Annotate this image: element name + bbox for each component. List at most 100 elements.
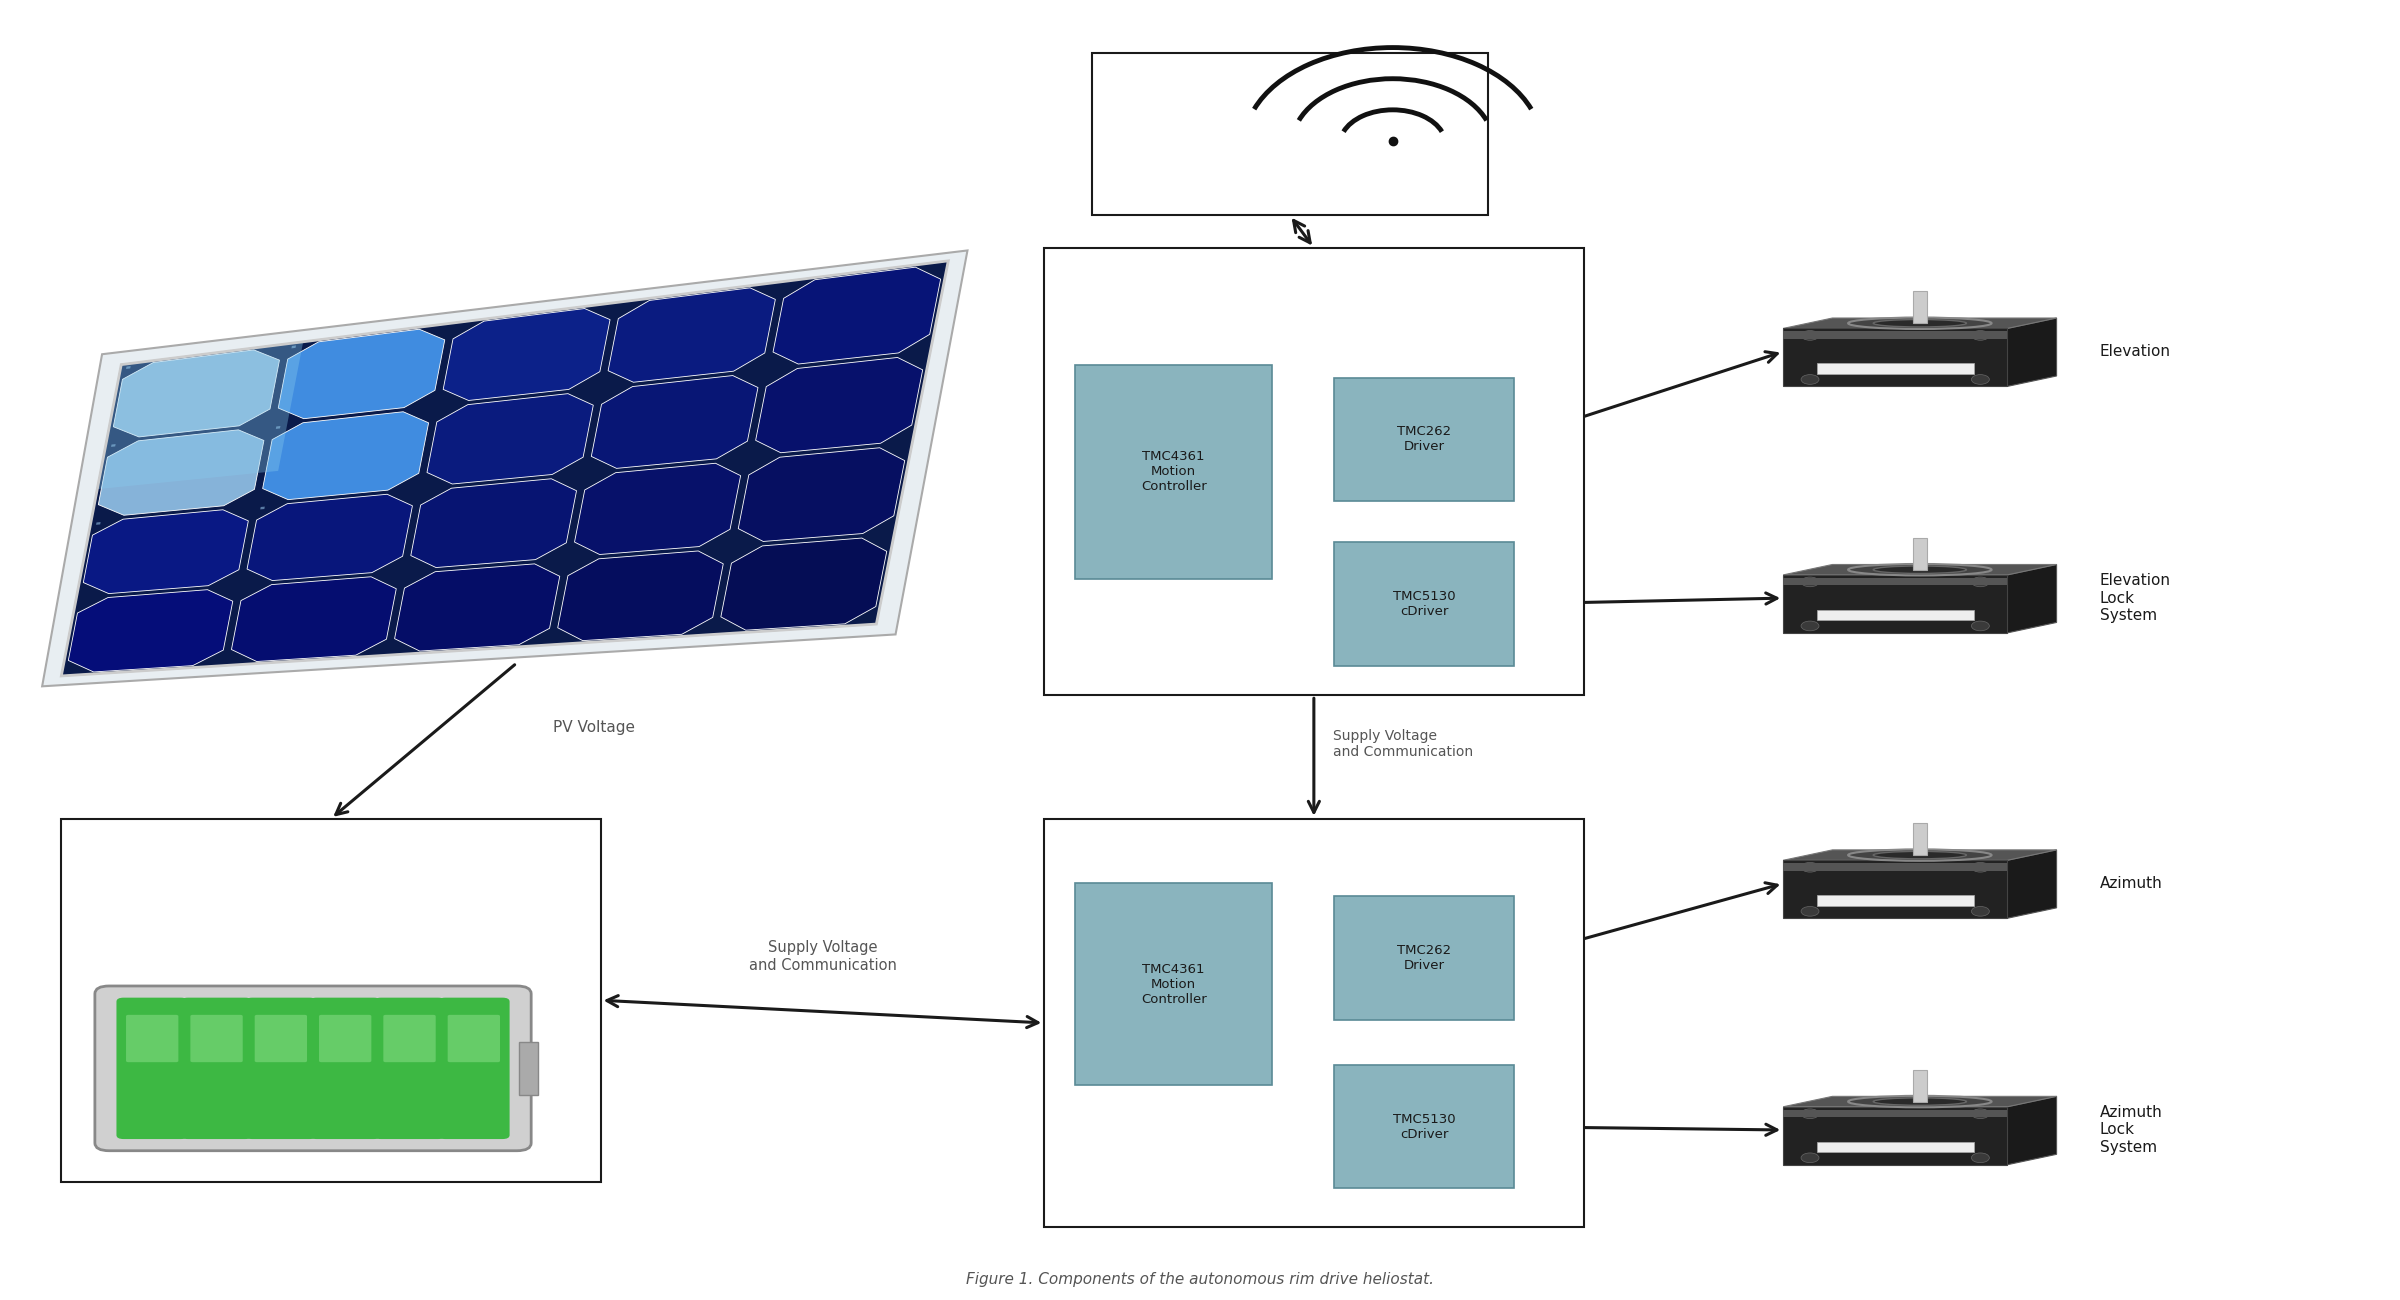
Circle shape — [1800, 1109, 1819, 1118]
Circle shape — [1800, 862, 1819, 872]
Text: TMC4361
Motion
Controller: TMC4361 Motion Controller — [1140, 450, 1207, 493]
Bar — [1334, 1065, 1514, 1188]
Bar — [1044, 819, 1584, 1227]
Bar — [1817, 896, 1973, 906]
Polygon shape — [127, 367, 130, 369]
Bar — [1913, 1070, 1927, 1101]
Polygon shape — [1783, 564, 2057, 575]
Circle shape — [1970, 330, 1990, 341]
Polygon shape — [98, 430, 264, 515]
Polygon shape — [98, 342, 302, 489]
Text: Slave Drive: Slave Drive — [1058, 829, 1138, 842]
FancyBboxPatch shape — [180, 997, 252, 1139]
Bar — [1913, 538, 1927, 569]
Polygon shape — [62, 261, 948, 676]
Bar — [1817, 1141, 1973, 1152]
Polygon shape — [67, 590, 233, 672]
FancyBboxPatch shape — [118, 997, 187, 1139]
Bar — [1817, 610, 1973, 620]
Polygon shape — [1783, 850, 2057, 861]
FancyBboxPatch shape — [319, 1015, 372, 1062]
Polygon shape — [290, 346, 295, 348]
Text: EBMU
(Battery Management): EBMU (Battery Management) — [82, 832, 254, 864]
Ellipse shape — [1848, 849, 1992, 861]
Polygon shape — [557, 551, 722, 641]
Polygon shape — [113, 350, 278, 437]
Circle shape — [1800, 374, 1819, 385]
Bar — [1783, 332, 2006, 339]
Polygon shape — [427, 394, 593, 484]
Circle shape — [1970, 374, 1990, 385]
Polygon shape — [276, 426, 281, 429]
FancyBboxPatch shape — [96, 985, 530, 1150]
Polygon shape — [247, 494, 413, 581]
Polygon shape — [1783, 318, 2057, 329]
FancyBboxPatch shape — [374, 997, 446, 1139]
Bar — [1913, 823, 1927, 855]
FancyBboxPatch shape — [310, 997, 382, 1139]
Bar — [1817, 363, 1973, 373]
FancyBboxPatch shape — [449, 1015, 499, 1062]
Polygon shape — [262, 412, 430, 499]
Text: Supply Voltage
and Communication: Supply Voltage and Communication — [749, 940, 895, 972]
FancyBboxPatch shape — [439, 997, 509, 1139]
Text: Supply Voltage
and Communication: Supply Voltage and Communication — [1332, 729, 1474, 759]
Polygon shape — [394, 564, 559, 651]
Circle shape — [1970, 1153, 1990, 1162]
Bar — [1075, 364, 1272, 578]
Circle shape — [1800, 330, 1819, 341]
Ellipse shape — [1874, 320, 1966, 328]
Polygon shape — [43, 251, 967, 686]
Circle shape — [1970, 906, 1990, 916]
Polygon shape — [110, 445, 115, 447]
Polygon shape — [1783, 1106, 2006, 1165]
Polygon shape — [96, 523, 101, 525]
Polygon shape — [230, 577, 396, 662]
Polygon shape — [590, 376, 758, 468]
Bar — [1913, 291, 1927, 324]
Text: TMC5130
cDriver: TMC5130 cDriver — [1392, 1113, 1454, 1140]
Polygon shape — [278, 329, 444, 419]
Polygon shape — [259, 507, 264, 510]
Polygon shape — [574, 463, 742, 555]
Bar — [1783, 863, 2006, 871]
Text: TMC262
Driver: TMC262 Driver — [1397, 944, 1452, 972]
Polygon shape — [1783, 575, 2006, 633]
Bar — [1334, 377, 1514, 501]
Polygon shape — [2006, 564, 2057, 633]
Bar — [1092, 53, 1488, 216]
Polygon shape — [2006, 318, 2057, 386]
Polygon shape — [1783, 1096, 2057, 1106]
Text: TMC262
Driver: TMC262 Driver — [1397, 425, 1452, 454]
Polygon shape — [773, 268, 941, 364]
Polygon shape — [739, 447, 905, 542]
Circle shape — [1800, 906, 1819, 916]
Bar — [1783, 1110, 2006, 1117]
Ellipse shape — [1848, 317, 1992, 329]
Polygon shape — [444, 308, 610, 400]
Text: PV Voltage: PV Voltage — [552, 720, 634, 736]
Text: Azimuth
Lock
System: Azimuth Lock System — [2100, 1105, 2162, 1154]
Text: TMC5130
cDriver: TMC5130 cDriver — [1392, 590, 1454, 618]
Bar — [62, 819, 600, 1182]
Ellipse shape — [1874, 852, 1966, 859]
Circle shape — [1800, 577, 1819, 586]
FancyBboxPatch shape — [245, 997, 317, 1139]
Bar — [1075, 884, 1272, 1084]
Text: Azimuth: Azimuth — [2100, 876, 2162, 891]
Circle shape — [1970, 862, 1990, 872]
Polygon shape — [720, 538, 886, 630]
Polygon shape — [410, 478, 576, 568]
Circle shape — [1800, 1153, 1819, 1162]
Text: TMC4361
Motion
Controller: TMC4361 Motion Controller — [1140, 962, 1207, 1005]
Bar — [518, 1041, 538, 1095]
Polygon shape — [2006, 850, 2057, 918]
Bar — [1334, 897, 1514, 1019]
Ellipse shape — [1874, 566, 1966, 573]
Polygon shape — [756, 358, 922, 452]
Circle shape — [1970, 1109, 1990, 1118]
Circle shape — [1800, 621, 1819, 630]
Bar — [1334, 542, 1514, 666]
Text: Figure 1. Components of the autonomous rim drive heliostat.: Figure 1. Components of the autonomous r… — [965, 1271, 1435, 1287]
Circle shape — [1970, 577, 1990, 586]
